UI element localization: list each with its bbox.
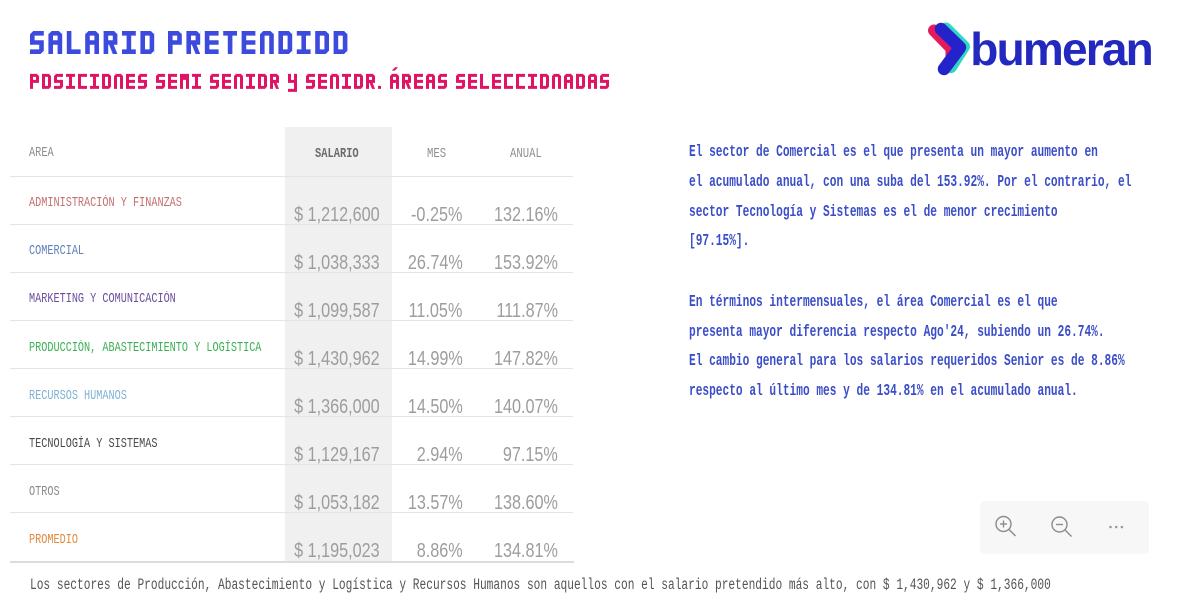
svg-text:bumeran: bumeran	[970, 23, 1152, 75]
